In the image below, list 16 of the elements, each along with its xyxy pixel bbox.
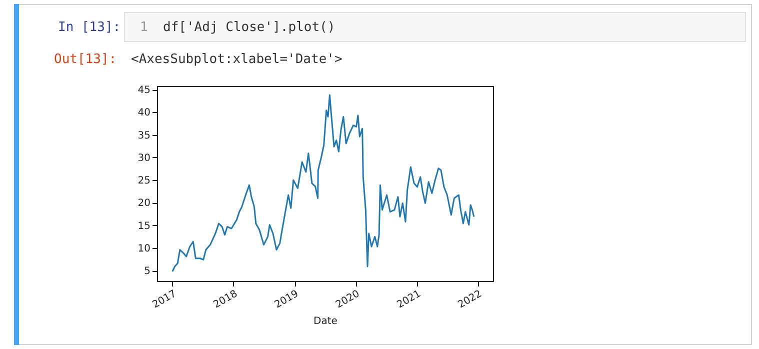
y-tick-label: 35: [138, 130, 150, 142]
text: In [13]:: [58, 20, 121, 35]
x-axis-title: Date: [314, 316, 338, 327]
text: <AxesSubplot:xlabel='Date'>: [131, 52, 342, 67]
y-tick-label: 5: [144, 266, 150, 278]
y-tick-label: 40: [138, 108, 150, 119]
y-tick-label: 25: [138, 176, 150, 187]
y-tick-label: 30: [138, 152, 150, 164]
y-tick-label: 20: [138, 198, 150, 210]
text: Out[13]:: [54, 52, 117, 67]
text: 1: [140, 20, 148, 35]
text: df['Adj Close'].plot(): [163, 20, 336, 35]
line-series: [172, 94, 475, 272]
y-tick-label: 10: [138, 243, 150, 254]
y-tick-label: 45: [138, 85, 150, 96]
y-tick-label: 15: [138, 220, 150, 232]
